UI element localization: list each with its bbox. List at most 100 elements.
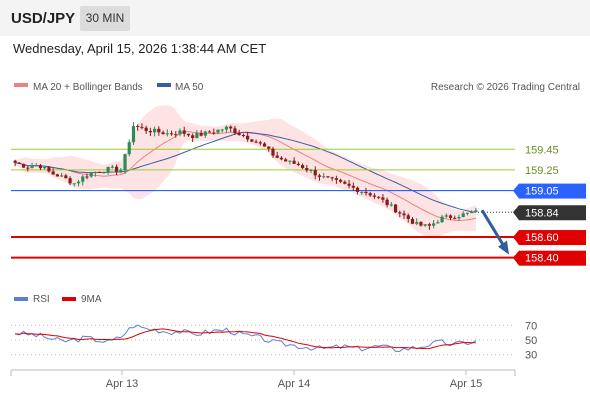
candle-body [85, 176, 89, 178]
x-tick-label: Apr 13 [106, 378, 138, 390]
candle-body [474, 210, 478, 213]
rsi-chart: 70 50 30 [11, 320, 537, 362]
candle-body [470, 212, 474, 214]
candle-body [72, 183, 76, 185]
candle-body [250, 139, 254, 142]
candle-body [275, 155, 279, 158]
candle-body [360, 191, 364, 193]
candle-body [64, 175, 68, 179]
candle-body [229, 126, 233, 129]
candle-body [30, 166, 34, 169]
candle-body [444, 215, 448, 217]
credit-text: Research © 2026 Trading Central [431, 82, 580, 93]
price-chart [11, 105, 515, 259]
candle-body [237, 133, 241, 136]
candle-body [106, 166, 110, 173]
candle-body [330, 177, 334, 179]
candle-body [13, 160, 17, 163]
timeframe-badge[interactable]: 30 MIN [80, 6, 130, 31]
ma50-legend-label: MA 50 [175, 82, 204, 93]
candle-body [144, 127, 148, 131]
bb-legend-label: MA 20 + Bollinger Bands [33, 82, 143, 93]
candle-body [195, 132, 199, 138]
candle-body [47, 166, 51, 172]
candle-body [26, 167, 30, 169]
candle-body [258, 142, 262, 144]
candle-body [203, 131, 207, 136]
candle-body [419, 222, 423, 226]
ma50-legend-swatch [157, 83, 171, 87]
candle-body [271, 148, 275, 156]
candle-body [140, 126, 144, 128]
candle-body [326, 176, 330, 178]
rsi-tick-label: 70 [525, 320, 537, 332]
price-level-label: 158.40 [525, 253, 559, 265]
ma50-line [15, 131, 476, 213]
candle-body [76, 181, 81, 184]
candle-body [136, 126, 140, 128]
candle-body [81, 176, 85, 182]
candle-body [415, 222, 419, 224]
candle-body [38, 165, 43, 169]
candle-body [157, 128, 161, 133]
candle-body [381, 197, 385, 200]
candle-body [351, 185, 355, 188]
candle-body [465, 212, 470, 214]
price-label-pointer [513, 250, 519, 266]
candle-body [199, 132, 203, 136]
price-level-labels: 159.45 159.25 159.05 158.84 158.60 158.40 [513, 144, 586, 266]
candle-body [110, 166, 114, 168]
rsi-tick-label: 50 [525, 335, 537, 347]
candle-body [334, 178, 338, 180]
rsi-tick-label: 30 [525, 350, 537, 362]
candle-body [461, 213, 465, 217]
candle-body [165, 133, 169, 135]
candle-body [296, 163, 300, 166]
candle-body [385, 199, 389, 206]
price-level-label: 158.60 [525, 232, 559, 244]
candle-body [284, 159, 288, 162]
price-label-box [519, 230, 586, 246]
candle-body [262, 143, 267, 147]
candle-body [89, 172, 93, 177]
candle-body [410, 218, 415, 224]
candle-body [402, 213, 406, 216]
candle-body [212, 132, 216, 134]
candle-body [127, 142, 131, 155]
candle-body [131, 126, 136, 143]
ma9-legend-label: 9MA [81, 294, 102, 305]
candle-body [123, 154, 127, 171]
price-level-label: 158.84 [525, 207, 559, 219]
rsi-ma9-line [15, 328, 476, 350]
candle-body [309, 169, 313, 171]
candle-body [93, 171, 98, 173]
candle-body [60, 175, 64, 177]
candle-body [102, 172, 106, 174]
candle-body [182, 130, 186, 134]
x-tick-label: Apr 14 [278, 378, 310, 390]
candle-body [174, 134, 178, 136]
x-axis: Apr 13 Apr 14 Apr 15 [106, 370, 482, 390]
ma9-legend-swatch [62, 297, 76, 301]
candle-body [440, 216, 444, 223]
candle-body [34, 165, 38, 167]
candle-body [224, 126, 229, 130]
candle-body [377, 196, 381, 198]
candle-body [393, 204, 398, 213]
candle-body [423, 224, 427, 226]
price-label-pointer [513, 230, 519, 246]
candle-body [448, 215, 453, 218]
candle-body [432, 223, 436, 226]
candle-body [343, 181, 347, 184]
price-level-label: 159.05 [525, 186, 559, 198]
price-label-pointer [513, 183, 519, 199]
rsi-legend-swatch [14, 297, 28, 301]
candle-body [241, 135, 245, 137]
datetime-label: Wednesday, April 15, 2026 1:38:44 AM CET [13, 41, 267, 56]
price-level-label: 159.25 [525, 165, 559, 177]
candle-body [267, 146, 271, 149]
candle-body [98, 171, 102, 173]
candle-body [178, 130, 182, 135]
forecast-arrow-head [498, 240, 509, 255]
candle-body [246, 135, 250, 140]
